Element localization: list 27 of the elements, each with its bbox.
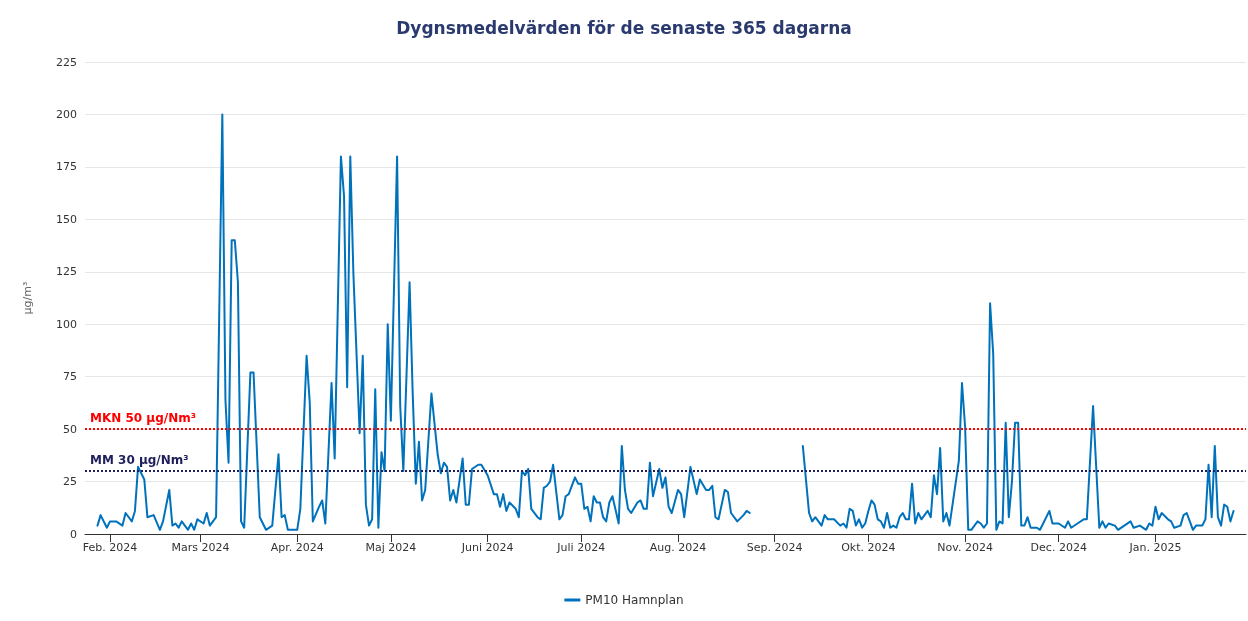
y-axis-title: µg/m³ bbox=[21, 281, 34, 315]
y-tick-label: 225 bbox=[56, 55, 77, 69]
chart-title: Dygnsmedelvärden för de senaste 365 dagarna bbox=[396, 17, 852, 38]
x-tick-label: Nov. 2024 bbox=[937, 541, 993, 554]
y-tick-label: 100 bbox=[56, 317, 77, 331]
y-tick-label: 50 bbox=[63, 422, 77, 436]
x-tick-label: Aug. 2024 bbox=[649, 541, 707, 554]
x-tick-label: Maj 2024 bbox=[365, 541, 417, 554]
x-tick-label: Jan. 2025 bbox=[1128, 541, 1182, 554]
y-tick-label: 25 bbox=[63, 475, 77, 489]
legend-label: PM10 Hamnplan bbox=[585, 593, 684, 607]
y-tick-label: 200 bbox=[56, 107, 77, 121]
x-tick-label: Mars 2024 bbox=[171, 541, 230, 554]
y-tick-label: 0 bbox=[70, 527, 77, 541]
x-tick-label: Sep. 2024 bbox=[746, 541, 803, 554]
y-tick-label: 75 bbox=[63, 370, 77, 384]
x-tick-label: Dec. 2024 bbox=[1030, 541, 1087, 554]
x-tick-label: Apr. 2024 bbox=[270, 541, 324, 554]
y-tick-label: 150 bbox=[56, 212, 77, 226]
y-tick-label: 175 bbox=[56, 160, 77, 174]
ref-line-label: MM 30 µg/Nm³ bbox=[90, 453, 189, 468]
x-tick-label: Juli 2024 bbox=[556, 541, 606, 554]
x-tick-label: Juni 2024 bbox=[460, 541, 514, 554]
x-tick-label: Okt. 2024 bbox=[841, 541, 896, 554]
ref-line-label: MKN 50 µg/Nm³ bbox=[90, 411, 196, 426]
x-tick-label: Feb. 2024 bbox=[82, 541, 138, 554]
y-tick-label: 125 bbox=[56, 265, 77, 279]
